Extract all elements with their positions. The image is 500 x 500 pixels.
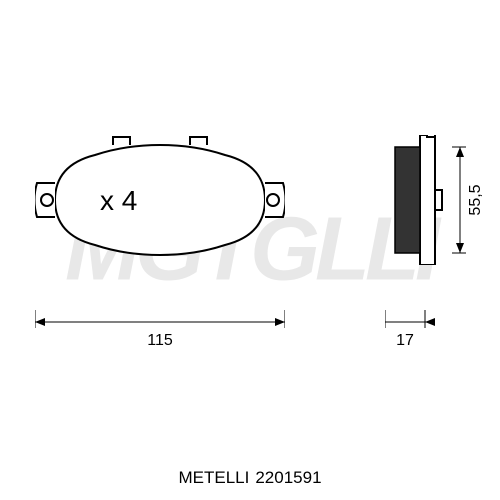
part-number: 2201591 — [255, 468, 321, 487]
thickness-dimension: 17 — [385, 310, 445, 360]
width-value: 115 — [147, 332, 173, 349]
width-dimension: 115 — [35, 310, 285, 360]
front-pad-diagram: x 4 — [35, 135, 285, 335]
thickness-value: 17 — [396, 332, 414, 349]
brand-label: METELLI 2201591 — [178, 468, 321, 488]
height-dimension: 55,5 — [452, 135, 490, 265]
side-pad-diagram — [380, 135, 460, 335]
height-value: 55,5 — [467, 184, 484, 215]
quantity-label: x 4 — [100, 185, 137, 217]
brand-name: METELLI — [178, 468, 249, 487]
